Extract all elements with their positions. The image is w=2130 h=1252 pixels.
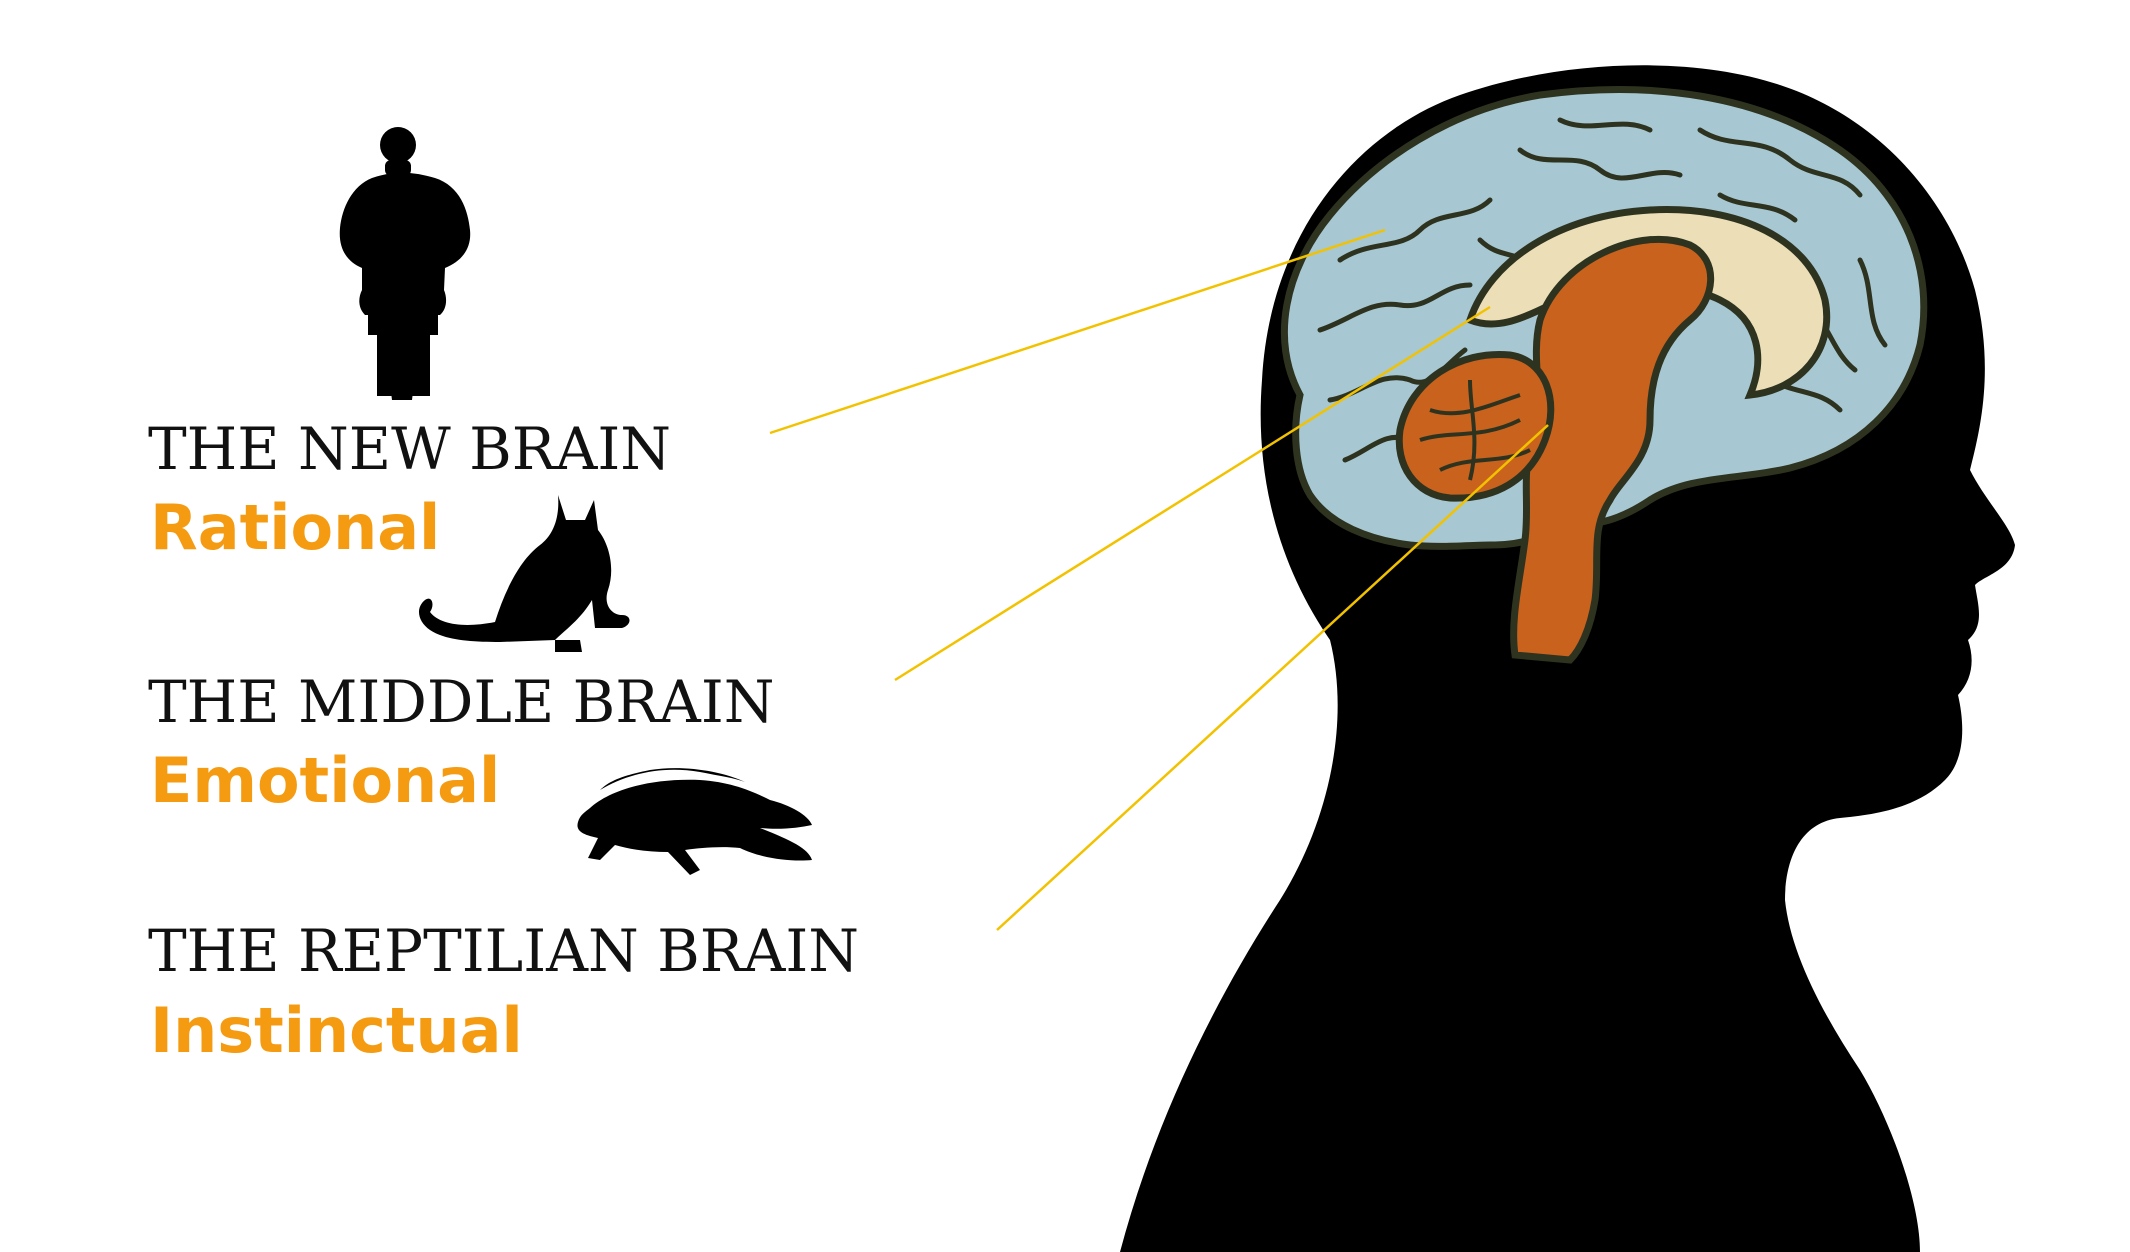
middle-brain-title: THE MIDDLE BRAIN (148, 668, 775, 736)
brainstem-region (1510, 235, 1715, 664)
cerebellum-folds (1419, 379, 1531, 481)
new-brain-subtitle: Rational (150, 491, 441, 564)
leader-lines (769, 228, 1549, 931)
crocodile-silhouette-icon (577, 768, 812, 875)
leader-line-reptilian-brain (996, 424, 1549, 931)
middle-brain-subtitle: Emotional (150, 744, 501, 817)
leader-line-new-brain (769, 228, 1386, 435)
human-silhouette-icon (339, 127, 471, 400)
leader-line-middle-brain (894, 305, 1491, 682)
reptilian-brain-title: THE REPTILIAN BRAIN (148, 917, 860, 985)
reptilian-brain-subtitle: Instinctual (150, 994, 523, 1067)
cat-silhouette-icon (418, 495, 630, 652)
new-brain-title: THE NEW BRAIN (148, 415, 672, 483)
